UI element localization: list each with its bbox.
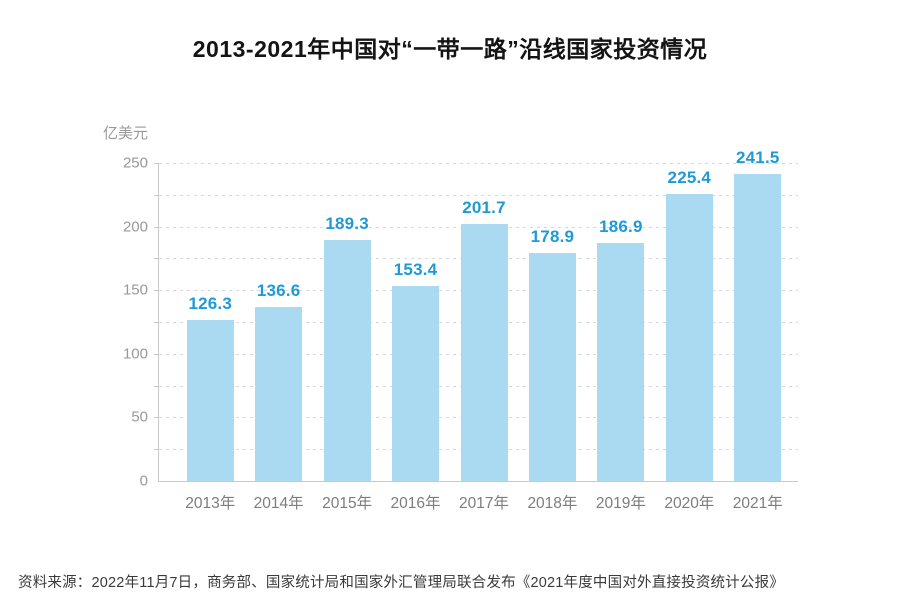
- bar: [665, 194, 713, 481]
- bar-value-label: 126.3: [188, 294, 232, 314]
- y-tick-label: 50: [131, 408, 148, 426]
- gridline: [159, 194, 798, 196]
- y-axis-tick: [154, 163, 158, 164]
- x-tick-label: 2013年: [185, 495, 236, 512]
- y-axis-tick: [154, 385, 158, 387]
- y-axis-tick: [154, 353, 158, 355]
- y-tick-label: 0: [139, 472, 148, 490]
- gridline: [159, 163, 798, 164]
- x-tick-label: 2021年: [732, 495, 783, 512]
- bar-value-label: 241.5: [735, 147, 780, 167]
- bar-value-label: 178.9: [530, 227, 575, 247]
- bar-value-label: 186.9: [599, 217, 643, 237]
- bar: [323, 240, 371, 481]
- y-tick-label: 100: [122, 345, 148, 363]
- bar-value-label: 136.6: [256, 281, 301, 301]
- bar-value-label: 153.4: [393, 259, 438, 279]
- y-tick-label: 200: [122, 218, 148, 236]
- x-axis-line: [158, 481, 798, 482]
- y-axis-tick: [154, 417, 158, 419]
- x-tick-label: 2018年: [527, 495, 578, 512]
- bar: [255, 307, 303, 481]
- x-tick-label: 2020年: [664, 495, 715, 512]
- chart-title: 2013-2021年中国对“一带一路”沿线国家投资情况: [192, 36, 708, 62]
- plot-area: 0 50 100 150 200 250 126.3 2013年 136.6 2014年 189.3…: [123, 148, 798, 512]
- bar-value-label: 189.3: [325, 214, 369, 234]
- y-axis-tick: [154, 226, 158, 228]
- x-tick-label: 2019年: [595, 495, 646, 512]
- y-tick-label: 250: [122, 154, 148, 172]
- y-axis-unit-label: 亿美元: [102, 125, 148, 142]
- x-tick-label: 2016年: [390, 495, 441, 512]
- bar: [460, 224, 508, 481]
- x-tick-label: 2014年: [253, 495, 304, 512]
- source-note: 资料来源：2022年11月7日，商务部、国家统计局和国家外汇管理局联合发布《20…: [18, 575, 785, 591]
- bar: [186, 320, 234, 481]
- bar-value-label: 225.4: [667, 168, 712, 188]
- y-axis-tick: [154, 322, 158, 323]
- bar: [597, 243, 645, 481]
- x-tick-label: 2017年: [459, 495, 509, 512]
- y-axis-line: [158, 163, 159, 481]
- bar: [528, 253, 576, 481]
- bar-value-label: 201.7: [462, 198, 506, 218]
- y-axis-tick: [154, 449, 158, 451]
- y-tick-label: 150: [122, 281, 148, 299]
- bar: [734, 173, 782, 481]
- bar: [392, 285, 440, 481]
- y-axis-tick: [154, 290, 158, 292]
- y-axis-tick: [154, 258, 158, 260]
- x-tick-label: 2015年: [322, 495, 373, 512]
- y-axis-tick: [154, 194, 158, 196]
